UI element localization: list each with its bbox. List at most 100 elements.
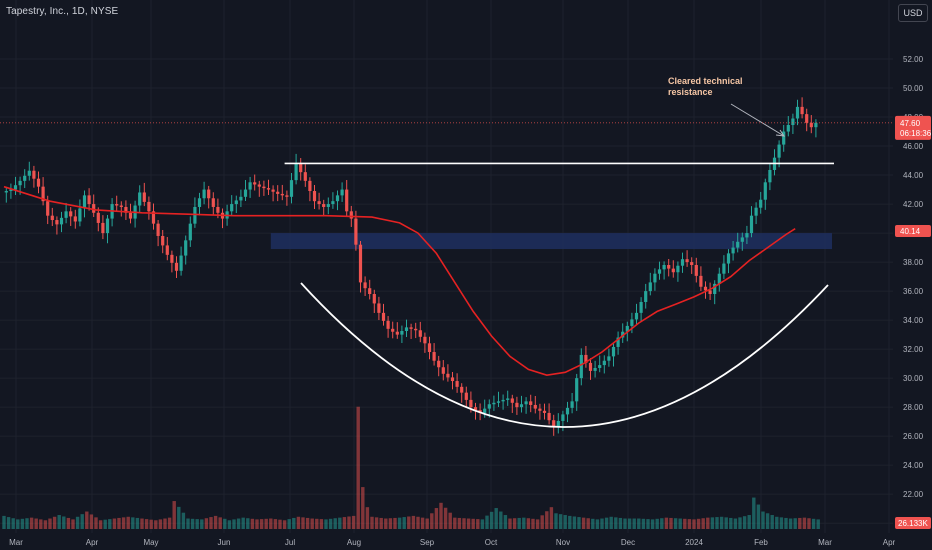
candle-body[interactable]: [414, 328, 418, 331]
candle-body[interactable]: [579, 354, 583, 379]
candle-body[interactable]: [289, 180, 294, 197]
candle-body[interactable]: [575, 378, 579, 402]
candle-body[interactable]: [639, 301, 643, 313]
candle-body[interactable]: [795, 106, 800, 119]
candle-body[interactable]: [791, 118, 795, 126]
candle-body[interactable]: [174, 262, 179, 271]
candle-body[interactable]: [202, 189, 206, 199]
candle-body[interactable]: [680, 259, 685, 266]
candle-body[interactable]: [625, 325, 629, 332]
candle-body[interactable]: [515, 402, 519, 408]
candles[interactable]: [4, 97, 818, 436]
candle-body[interactable]: [427, 343, 432, 353]
candle-body[interactable]: [533, 404, 537, 409]
candle-body[interactable]: [27, 170, 31, 176]
candle-body[interactable]: [469, 399, 473, 408]
candle-body[interactable]: [170, 254, 174, 263]
candle-body[interactable]: [248, 182, 252, 190]
candle-body[interactable]: [749, 215, 754, 234]
candle-body[interactable]: [483, 408, 487, 413]
candle-body[interactable]: [381, 312, 386, 321]
candle-body[interactable]: [41, 186, 45, 202]
candle-body[interactable]: [685, 259, 689, 263]
candle-body[interactable]: [179, 255, 183, 271]
candle-body[interactable]: [657, 269, 662, 274]
candle-body[interactable]: [630, 319, 634, 326]
candle-body[interactable]: [128, 212, 133, 219]
candle-body[interactable]: [9, 189, 13, 192]
candle-body[interactable]: [271, 189, 275, 192]
candle-body[interactable]: [754, 207, 758, 216]
candle-body[interactable]: [676, 265, 680, 273]
candle-body[interactable]: [87, 195, 91, 205]
candle-body[interactable]: [377, 303, 381, 313]
candle-body[interactable]: [119, 205, 123, 207]
candle-body[interactable]: [331, 201, 335, 205]
candle-body[interactable]: [161, 235, 165, 246]
candle-body[interactable]: [216, 206, 220, 213]
candle-body[interactable]: [805, 114, 809, 123]
candle-body[interactable]: [768, 169, 772, 183]
candle-body[interactable]: [335, 195, 340, 202]
candle-body[interactable]: [253, 182, 257, 185]
candle-body[interactable]: [142, 192, 146, 202]
candle-body[interactable]: [510, 398, 514, 403]
candle-body[interactable]: [745, 233, 749, 238]
candle-body[interactable]: [138, 192, 142, 206]
candle-body[interactable]: [602, 360, 606, 366]
candle-body[interactable]: [492, 402, 496, 405]
candle-body[interactable]: [239, 196, 243, 201]
candle-body[interactable]: [800, 106, 804, 115]
candle-body[interactable]: [82, 195, 87, 209]
candle-body[interactable]: [234, 200, 238, 205]
candle-body[interactable]: [519, 404, 524, 408]
candle-body[interactable]: [197, 198, 202, 207]
candle-body[interactable]: [345, 189, 349, 212]
price-axis[interactable]: 20.0022.0024.0026.0028.0030.0032.0034.00…: [893, 0, 932, 550]
candle-body[interactable]: [662, 264, 666, 270]
candle-body[interactable]: [616, 337, 620, 347]
candle-body[interactable]: [101, 222, 105, 234]
candle-body[interactable]: [432, 352, 436, 361]
candle-body[interactable]: [529, 401, 533, 405]
candle-body[interactable]: [634, 312, 639, 320]
candle-body[interactable]: [722, 263, 726, 274]
candle-body[interactable]: [358, 244, 363, 283]
candle-body[interactable]: [340, 189, 344, 196]
candle-body[interactable]: [814, 122, 818, 128]
candle-body[interactable]: [607, 356, 611, 361]
candle-body[interactable]: [391, 328, 395, 332]
candle-body[interactable]: [326, 204, 330, 207]
candle-body[interactable]: [648, 282, 652, 292]
candle-body[interactable]: [55, 220, 59, 225]
candle-body[interactable]: [621, 331, 625, 338]
candle-body[interactable]: [450, 377, 455, 382]
candle-body[interactable]: [211, 198, 215, 207]
candle-body[interactable]: [409, 327, 413, 329]
candle-body[interactable]: [368, 288, 372, 295]
candle-body[interactable]: [400, 330, 404, 335]
candle-body[interactable]: [294, 163, 298, 181]
candle-body[interactable]: [188, 223, 192, 241]
candle-body[interactable]: [667, 264, 671, 269]
candle-body[interactable]: [460, 386, 464, 393]
candle-body[interactable]: [395, 331, 399, 335]
candle-body[interactable]: [501, 399, 505, 402]
candle-body[interactable]: [552, 420, 556, 428]
candle-body[interactable]: [280, 193, 284, 196]
candle-body[interactable]: [473, 407, 478, 411]
candle-body[interactable]: [524, 401, 528, 405]
candle-body[interactable]: [717, 273, 721, 284]
candle-body[interactable]: [777, 144, 781, 158]
candle-body[interactable]: [786, 125, 790, 132]
candle-body[interactable]: [464, 392, 468, 400]
candle-body[interactable]: [584, 354, 588, 363]
candle-body[interactable]: [13, 185, 18, 190]
candle-body[interactable]: [644, 291, 648, 302]
candle-body[interactable]: [312, 191, 317, 202]
candle-body[interactable]: [740, 237, 744, 242]
candle-body[interactable]: [455, 381, 459, 387]
candle-body[interactable]: [262, 186, 266, 189]
candle-body[interactable]: [363, 282, 367, 289]
candle-body[interactable]: [266, 188, 271, 190]
